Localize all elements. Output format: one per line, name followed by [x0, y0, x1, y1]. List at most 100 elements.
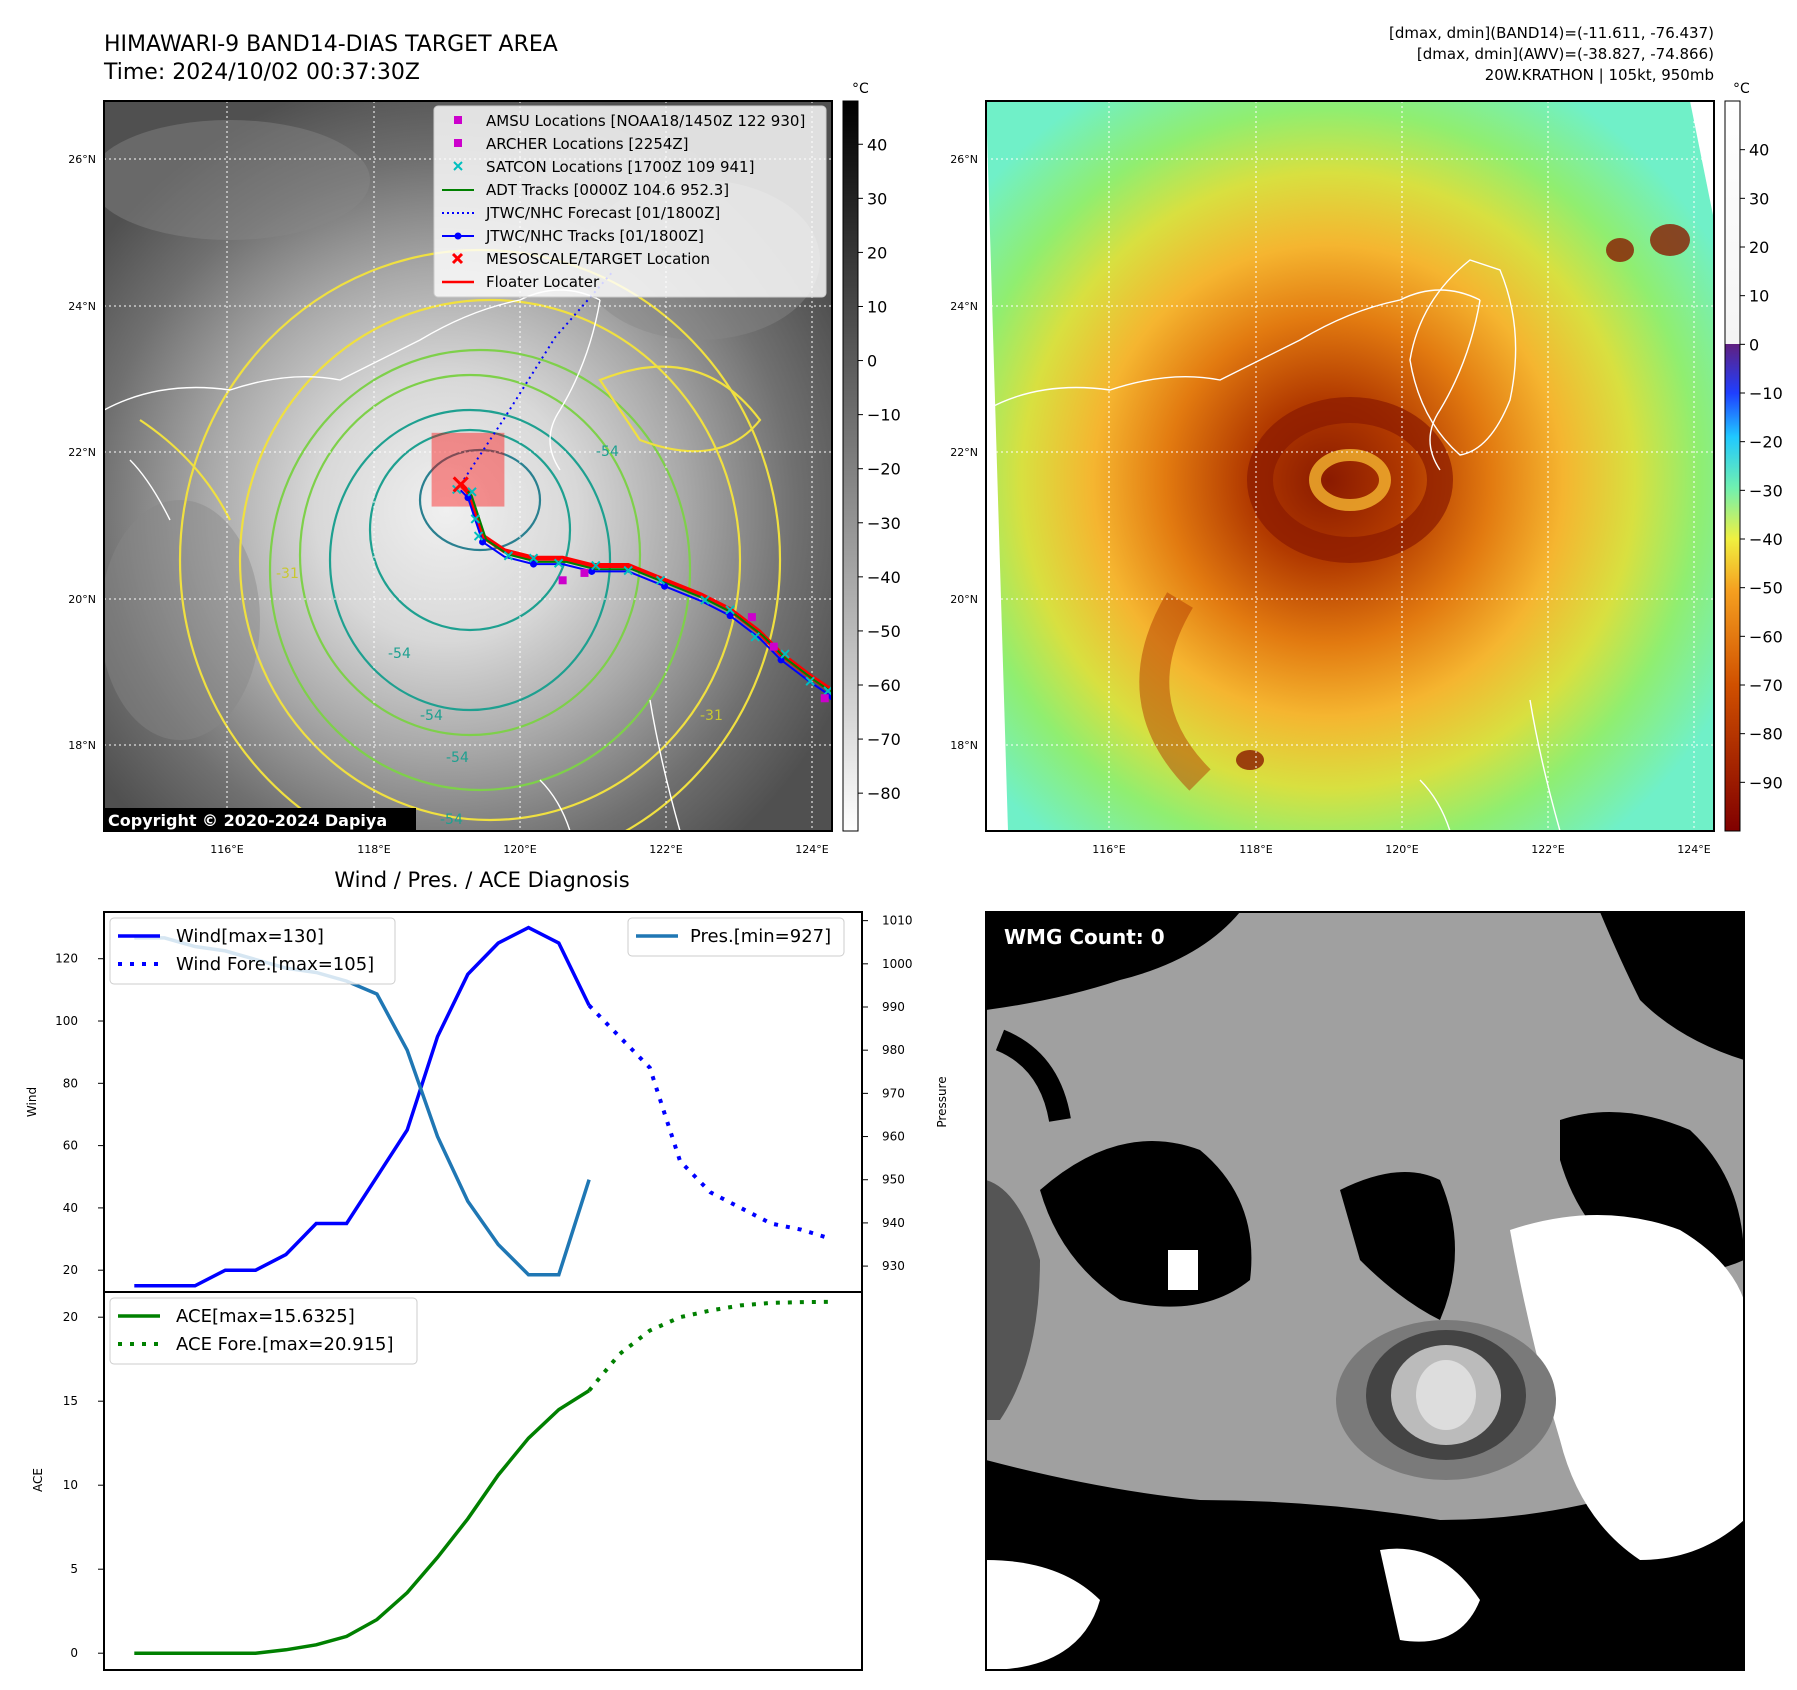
ir-colorbar-tick-label: 10: [867, 297, 887, 316]
contour-label-6: -31: [700, 708, 723, 724]
ir-coastlines: [104, 289, 681, 831]
ir-colorbar-ticks: 40 30 20 10 0 −10 −20 −30 −40 −50 −60 −70 −80: [858, 135, 901, 803]
ir-contours: [139, 248, 782, 831]
ace-y-tick-label: 15: [63, 1394, 78, 1408]
copyright-text: Copyright © 2020-2024 Dapiya: [108, 811, 387, 830]
wind-y-ticks: 20 40 60 80 100 120: [55, 952, 104, 1277]
stats-line-1: [dmax, dmin](BAND14)=(-11.611, -76.437): [1389, 24, 1714, 42]
awv-colorbar-tick-label: −30: [1749, 481, 1783, 500]
contour-label-2: -54: [388, 646, 411, 662]
wmg-panel: WMG Count: 0: [986, 912, 1744, 1670]
satcon-marker: [503, 551, 514, 561]
satcon-marker: [823, 686, 832, 696]
awv-lat-label-22: 22°N: [950, 446, 978, 459]
ir-lat-label-22: 22°N: [68, 446, 96, 459]
ir-colorbar-tick-label: −60: [867, 676, 901, 695]
pressure-legend-box: [627, 917, 845, 957]
pressure-y-tick-label: 960: [882, 1130, 905, 1144]
ace-legend: ACE[max=15.6325] ACE Fore.[max=20.915]: [109, 1297, 418, 1365]
legend-marker-satcon: [453, 161, 463, 171]
awv-no-data-right: [1690, 101, 1714, 220]
wind-forecast-legend-label: Wind Fore.[max=105]: [176, 954, 374, 975]
pressure-legend-label: Pres.[min=927]: [690, 926, 831, 947]
wind-legend-label: Wind[max=130]: [176, 926, 324, 947]
awv-eye-spiral: [1139, 397, 1453, 791]
ir-colorbar-tick-label: 0: [867, 352, 877, 371]
ir-lat-labels: 26°N 24°N 22°N 20°N 18°N: [68, 153, 96, 752]
awv-lon-label-122: 122°E: [1531, 843, 1564, 856]
awv-colorbar-tick-label: −50: [1749, 579, 1783, 598]
ir-lon-label-116: 116°E: [210, 843, 243, 856]
map-legend: AMSU Locations [NOAA18/1450Z 122 930] AR…: [433, 105, 827, 298]
satcon-marker: [470, 514, 480, 524]
awv-lon-label-118: 118°E: [1239, 843, 1272, 856]
ace-axis-label: ACE: [31, 1468, 45, 1492]
pressure-y-tick-label: 930: [882, 1259, 905, 1273]
wmg-count-background: [996, 920, 1172, 954]
ir-colorbar-tick-label: −30: [867, 514, 901, 533]
pressure-y-tick-label: 1010: [882, 914, 913, 928]
awv-colorbar-tick-label: −90: [1749, 773, 1783, 792]
awv-lat-label-24: 24°N: [950, 300, 978, 313]
ir-lat-label-20: 20°N: [68, 593, 96, 606]
ir-colorbar-tick-label: 40: [867, 135, 887, 154]
wind-y-tick-label: 80: [63, 1076, 78, 1090]
target-x-mark: [452, 476, 469, 493]
title-line-2: Time: 2024/10/02 00:37:30Z: [103, 60, 420, 85]
awv-colorbar-tick-label: 10: [1749, 287, 1769, 306]
awv-lat-label-26: 26°N: [950, 153, 978, 166]
wmg-eye-region: [1336, 1320, 1556, 1480]
awv-colorbar-tick-label: 20: [1749, 238, 1769, 257]
legend-label-mesoscale: MESOSCALE/TARGET Location: [486, 250, 710, 268]
stats-line-2: [dmax, dmin](AWV)=(-38.827, -74.866): [1417, 45, 1714, 63]
copyright-background: [104, 808, 416, 831]
wind-y-tick-label: 120: [55, 952, 78, 966]
ir-colorbar-tick-label: −70: [867, 730, 901, 749]
legend-marker-jtwc-dot: [454, 232, 462, 240]
legend-label-floater: Floater Locater: [486, 273, 600, 291]
ir-colorbar-unit: °C: [852, 81, 869, 97]
wind-y-tick-label: 100: [55, 1014, 78, 1028]
legend-label-adt: ADT Tracks [0000Z 104.6 952.3]: [486, 181, 729, 199]
contour-label-5: -31: [276, 566, 299, 582]
ace-y-tick-label: 5: [70, 1562, 78, 1576]
ace-series-line: [134, 1389, 591, 1655]
stats-line-3: 20W.KRATHON | 105kt, 950mb: [1485, 66, 1714, 84]
wind-forecast-series-line: [587, 1004, 833, 1241]
ir-colorbar-tick-label: 20: [867, 243, 887, 262]
pressure-y-tick-label: 970: [882, 1086, 905, 1100]
wind-legend: Wind[max=130] Wind Fore.[max=105]: [109, 917, 396, 985]
pressure-y-ticks: 930 940 950 960 970 980 990 1000 1010: [862, 914, 913, 1273]
ir-map-frame: [103, 100, 833, 832]
pressure-y-tick-label: 1000: [882, 957, 913, 971]
jtwc-track-point: [777, 656, 785, 664]
ir-colorbar-tick-label: −10: [867, 406, 901, 425]
pressure-legend: Pres.[min=927]: [627, 917, 845, 957]
awv-colorbar-tick-label: −20: [1749, 433, 1783, 452]
ace-forecast-legend-label: ACE Fore.[max=20.915]: [176, 1334, 394, 1355]
satcon-marker: [805, 676, 815, 686]
satcon-marker: [623, 565, 633, 576]
pressure-axis-label: Pressure: [935, 1076, 949, 1127]
pressure-y-tick-label: 950: [882, 1173, 905, 1187]
wind-y-tick-label: 40: [63, 1201, 78, 1215]
awv-lat-label-20: 20°N: [950, 593, 978, 606]
jtwc-forecast-track: [459, 269, 615, 485]
archer-markers: [558, 568, 829, 703]
target-marker: [452, 476, 469, 493]
legend-item-forecast: JTWC/NHC Forecast [01/1800Z]: [442, 204, 720, 222]
legend-item-archer: ARCHER Locations [2254Z]: [454, 135, 689, 153]
title-line-1: HIMAWARI-9 BAND14-DIAS TARGET AREA: [104, 32, 558, 57]
satcon-marker: [780, 649, 790, 659]
awv-lon-label-124: 124°E: [1677, 843, 1710, 856]
ir-colorbar: °C 40 30 20 10 0 −10 −20 −30 −40 −50 −60 −70 −80: [842, 81, 901, 832]
ir-colorbar-tick-label: −20: [867, 460, 901, 479]
wmg-white-regions: [986, 1215, 1744, 1670]
satcon-marker: [725, 605, 735, 615]
wind-y-tick-label: 20: [63, 1263, 78, 1277]
ir-colorbar-tick-label: 30: [867, 189, 887, 208]
awv-colorbar-tick-label: −60: [1749, 627, 1783, 646]
ir-lon-labels: 116°E 118°E 120°E 122°E 124°E: [210, 843, 828, 856]
contour-label-7: -54: [440, 812, 463, 828]
legend-item-mesoscale: MESOSCALE/TARGET Location: [451, 250, 710, 268]
